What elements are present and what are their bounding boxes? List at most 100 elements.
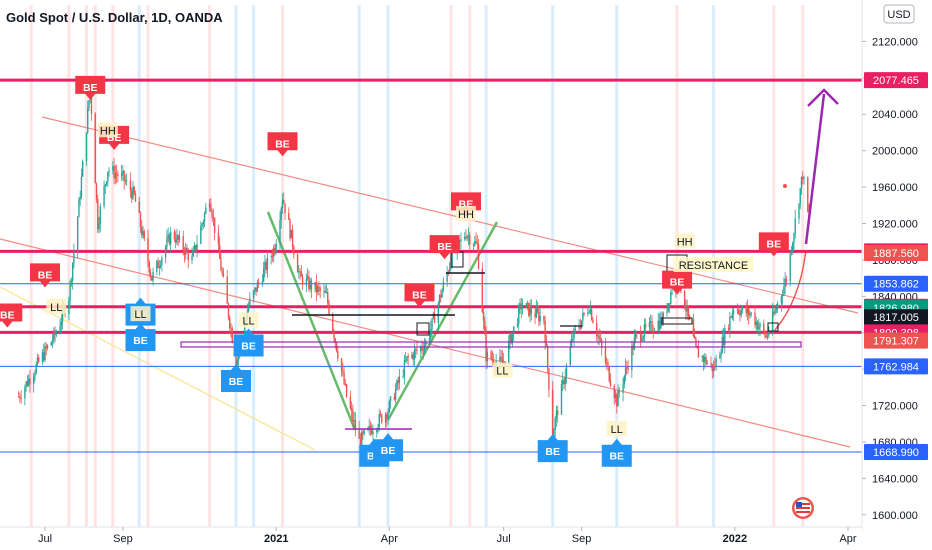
candle-body — [614, 394, 617, 399]
candle-body — [701, 356, 703, 358]
candle-body — [157, 260, 159, 268]
x-tick-label: 2022 — [723, 533, 747, 545]
candle-body — [466, 236, 468, 239]
volatility-band — [208, 5, 212, 527]
candle-body — [73, 251, 75, 264]
candle-body — [177, 235, 179, 240]
range-box — [180, 341, 802, 348]
volatility-band — [67, 5, 71, 527]
candle-body — [516, 323, 519, 327]
candle-body — [437, 303, 440, 324]
candle-body — [156, 260, 158, 272]
candle-body — [715, 358, 717, 368]
candle-body — [131, 190, 133, 199]
consolidation-box — [416, 322, 430, 336]
volatility-band — [468, 5, 472, 527]
x-tick-label: 2021 — [264, 533, 288, 545]
candle-body — [167, 234, 169, 239]
volatility-band — [772, 5, 776, 527]
candle-body — [783, 286, 785, 295]
us-flag-icon[interactable] — [792, 497, 814, 519]
candle-body — [328, 303, 330, 314]
candle-body — [721, 336, 724, 353]
svg-text:BE: BE — [275, 138, 290, 150]
candle-body — [132, 187, 134, 199]
candle-body — [754, 312, 756, 326]
candle-body — [386, 414, 388, 419]
candle-body — [152, 271, 154, 281]
candle-body — [396, 380, 398, 389]
candle-body — [481, 268, 484, 313]
candle-body — [289, 220, 291, 239]
candle-body — [670, 292, 672, 304]
candle-body — [546, 345, 549, 369]
candle-body — [790, 251, 793, 253]
candle-body — [485, 334, 487, 362]
candle-body — [192, 250, 194, 257]
be-signal-label: BE — [758, 232, 789, 257]
candle-body — [113, 165, 115, 179]
pattern-label-bg — [97, 122, 118, 138]
candle-body — [36, 357, 39, 365]
candle-body — [482, 312, 485, 321]
candle-body — [432, 313, 435, 319]
y-tick-label: 1960.000 — [872, 182, 918, 194]
candle-body — [590, 309, 593, 320]
pattern-label: HH — [677, 236, 693, 248]
candle-body — [425, 341, 427, 346]
candle-body — [504, 361, 506, 363]
candle-body — [544, 321, 546, 343]
candle-body — [270, 255, 272, 258]
candle-body — [342, 371, 344, 373]
candle-body — [570, 339, 573, 347]
be-signal-label: BE — [429, 235, 460, 260]
candle-body — [41, 352, 44, 362]
candle-body — [666, 310, 668, 314]
candle-body — [70, 280, 73, 282]
currency-badge[interactable]: USD — [883, 4, 915, 24]
candle-body — [88, 100, 90, 109]
candle-body — [349, 396, 352, 409]
price-axis[interactable]: 1600.0001640.0001680.0001720.0001760.000… — [861, 0, 932, 550]
candle-body — [316, 286, 319, 293]
candle-body — [53, 330, 55, 341]
candle-body — [702, 356, 705, 363]
candle-body — [469, 235, 471, 245]
candle-body — [274, 247, 276, 253]
candle-body — [25, 381, 27, 388]
candle-body — [448, 267, 451, 273]
candle-body — [149, 272, 152, 276]
candle-body — [642, 336, 644, 340]
pattern-label-bg — [455, 206, 476, 222]
candle-body — [431, 318, 433, 330]
candle-body — [530, 306, 533, 314]
candle-body — [266, 257, 269, 270]
candle-body — [97, 198, 99, 230]
candle-body — [464, 237, 466, 240]
candle-body — [525, 303, 527, 308]
candle-body — [508, 340, 510, 363]
candle-body — [354, 420, 357, 430]
candle-body — [572, 338, 574, 340]
time-axis[interactable]: Jul Sep 2021 Apr Jul Sep 2022 Apr — [0, 526, 862, 550]
candle-body — [271, 255, 274, 257]
resistance-label: RESISTANCE — [679, 260, 748, 272]
candle-body — [627, 367, 629, 370]
candle-body — [212, 217, 215, 219]
candle-body — [332, 313, 334, 332]
candle-body — [85, 132, 88, 162]
x-tick-label: Jul — [38, 533, 52, 545]
be-signal-label: BE — [373, 433, 404, 462]
horizontal-levels — [0, 78, 862, 453]
candle-body — [555, 410, 558, 419]
candle-body — [624, 367, 627, 376]
candle-body — [229, 317, 231, 328]
candle-body — [564, 376, 566, 385]
candle-body — [174, 239, 177, 243]
trend-line — [266, 211, 357, 431]
be-signal-label: BE — [75, 75, 106, 100]
candle-body — [573, 328, 575, 339]
candle-body — [125, 180, 128, 182]
